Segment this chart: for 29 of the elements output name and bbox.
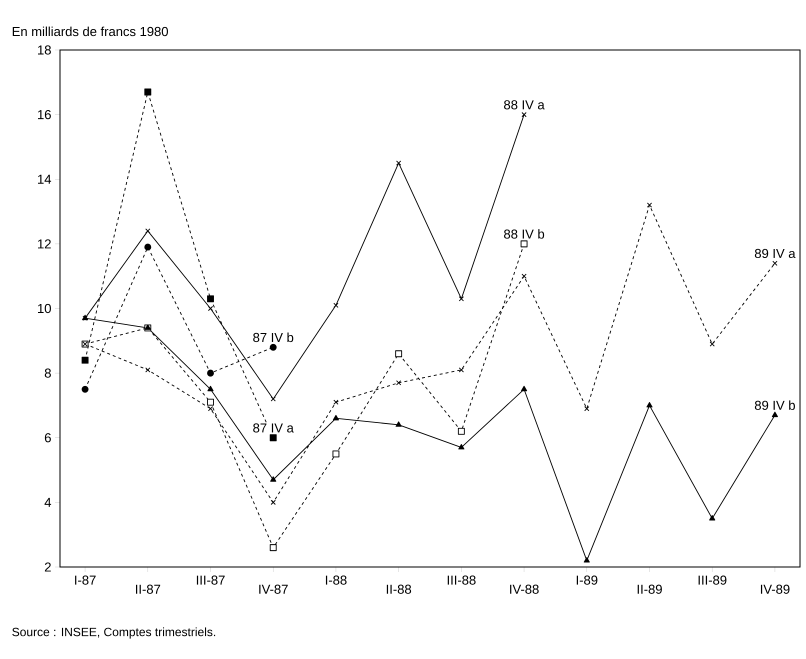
x-tick-label: II-88: [386, 584, 412, 594]
series-label: 87 IV a: [253, 423, 294, 433]
series-label: 88 IV b: [504, 229, 544, 239]
y-axis-title: En milliards de francs 1980: [12, 26, 168, 36]
series-label: 87 IV b: [253, 332, 294, 342]
x-tick-label: IV-89: [760, 584, 790, 594]
x-tick-label: II-89: [638, 584, 662, 594]
y-tick-label: 16: [38, 110, 51, 120]
x-tick-label: I-88: [326, 576, 347, 585]
x-tick-label: III-89: [698, 576, 726, 585]
source-note: Source : INSEE, Comptes trimestriels.: [12, 627, 216, 639]
y-tick-label: 4: [44, 498, 52, 507]
series-label: 89 IV a: [754, 248, 796, 258]
y-tick-label: 18: [38, 45, 51, 55]
series-label: 89 IV b: [754, 400, 795, 410]
y-tick-label: 2: [44, 562, 51, 572]
x-tick-label: III-88: [448, 576, 476, 585]
x-tick-label: IV-87: [259, 584, 288, 594]
y-tick-label: 14: [38, 174, 52, 184]
x-tick-label: III-87: [196, 576, 225, 585]
x-tick-label: IV-88: [510, 584, 539, 594]
x-tick-label: I-87: [75, 576, 96, 585]
y-tick-label: 10: [38, 304, 51, 314]
y-tick-label: 6: [44, 433, 51, 442]
x-tick-label: II-87: [136, 584, 160, 594]
series-label: 88 IV a: [504, 100, 545, 110]
y-tick-label: 12: [38, 239, 51, 248]
x-tick-label: I-89: [576, 576, 598, 585]
y-tick-label: 8: [44, 368, 51, 378]
